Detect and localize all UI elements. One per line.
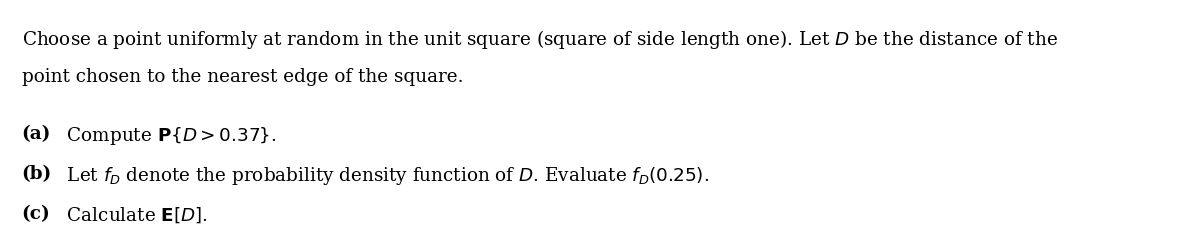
Text: (b): (b): [22, 165, 52, 183]
Text: (a): (a): [22, 125, 50, 143]
Text: Let $f_D$ denote the probability density function of $D$. Evaluate $f_D(0.25)$.: Let $f_D$ denote the probability density…: [61, 165, 709, 187]
Text: Choose a point uniformly at random in the unit square (square of side length one: Choose a point uniformly at random in th…: [22, 28, 1057, 51]
Text: point chosen to the nearest edge of the square.: point chosen to the nearest edge of the …: [22, 68, 463, 86]
Text: Calculate $\mathbf{E}[D]$.: Calculate $\mathbf{E}[D]$.: [61, 205, 208, 225]
Text: Compute $\mathbf{P}\{D > 0.37\}$.: Compute $\mathbf{P}\{D > 0.37\}$.: [61, 125, 277, 147]
Text: (c): (c): [22, 205, 50, 223]
